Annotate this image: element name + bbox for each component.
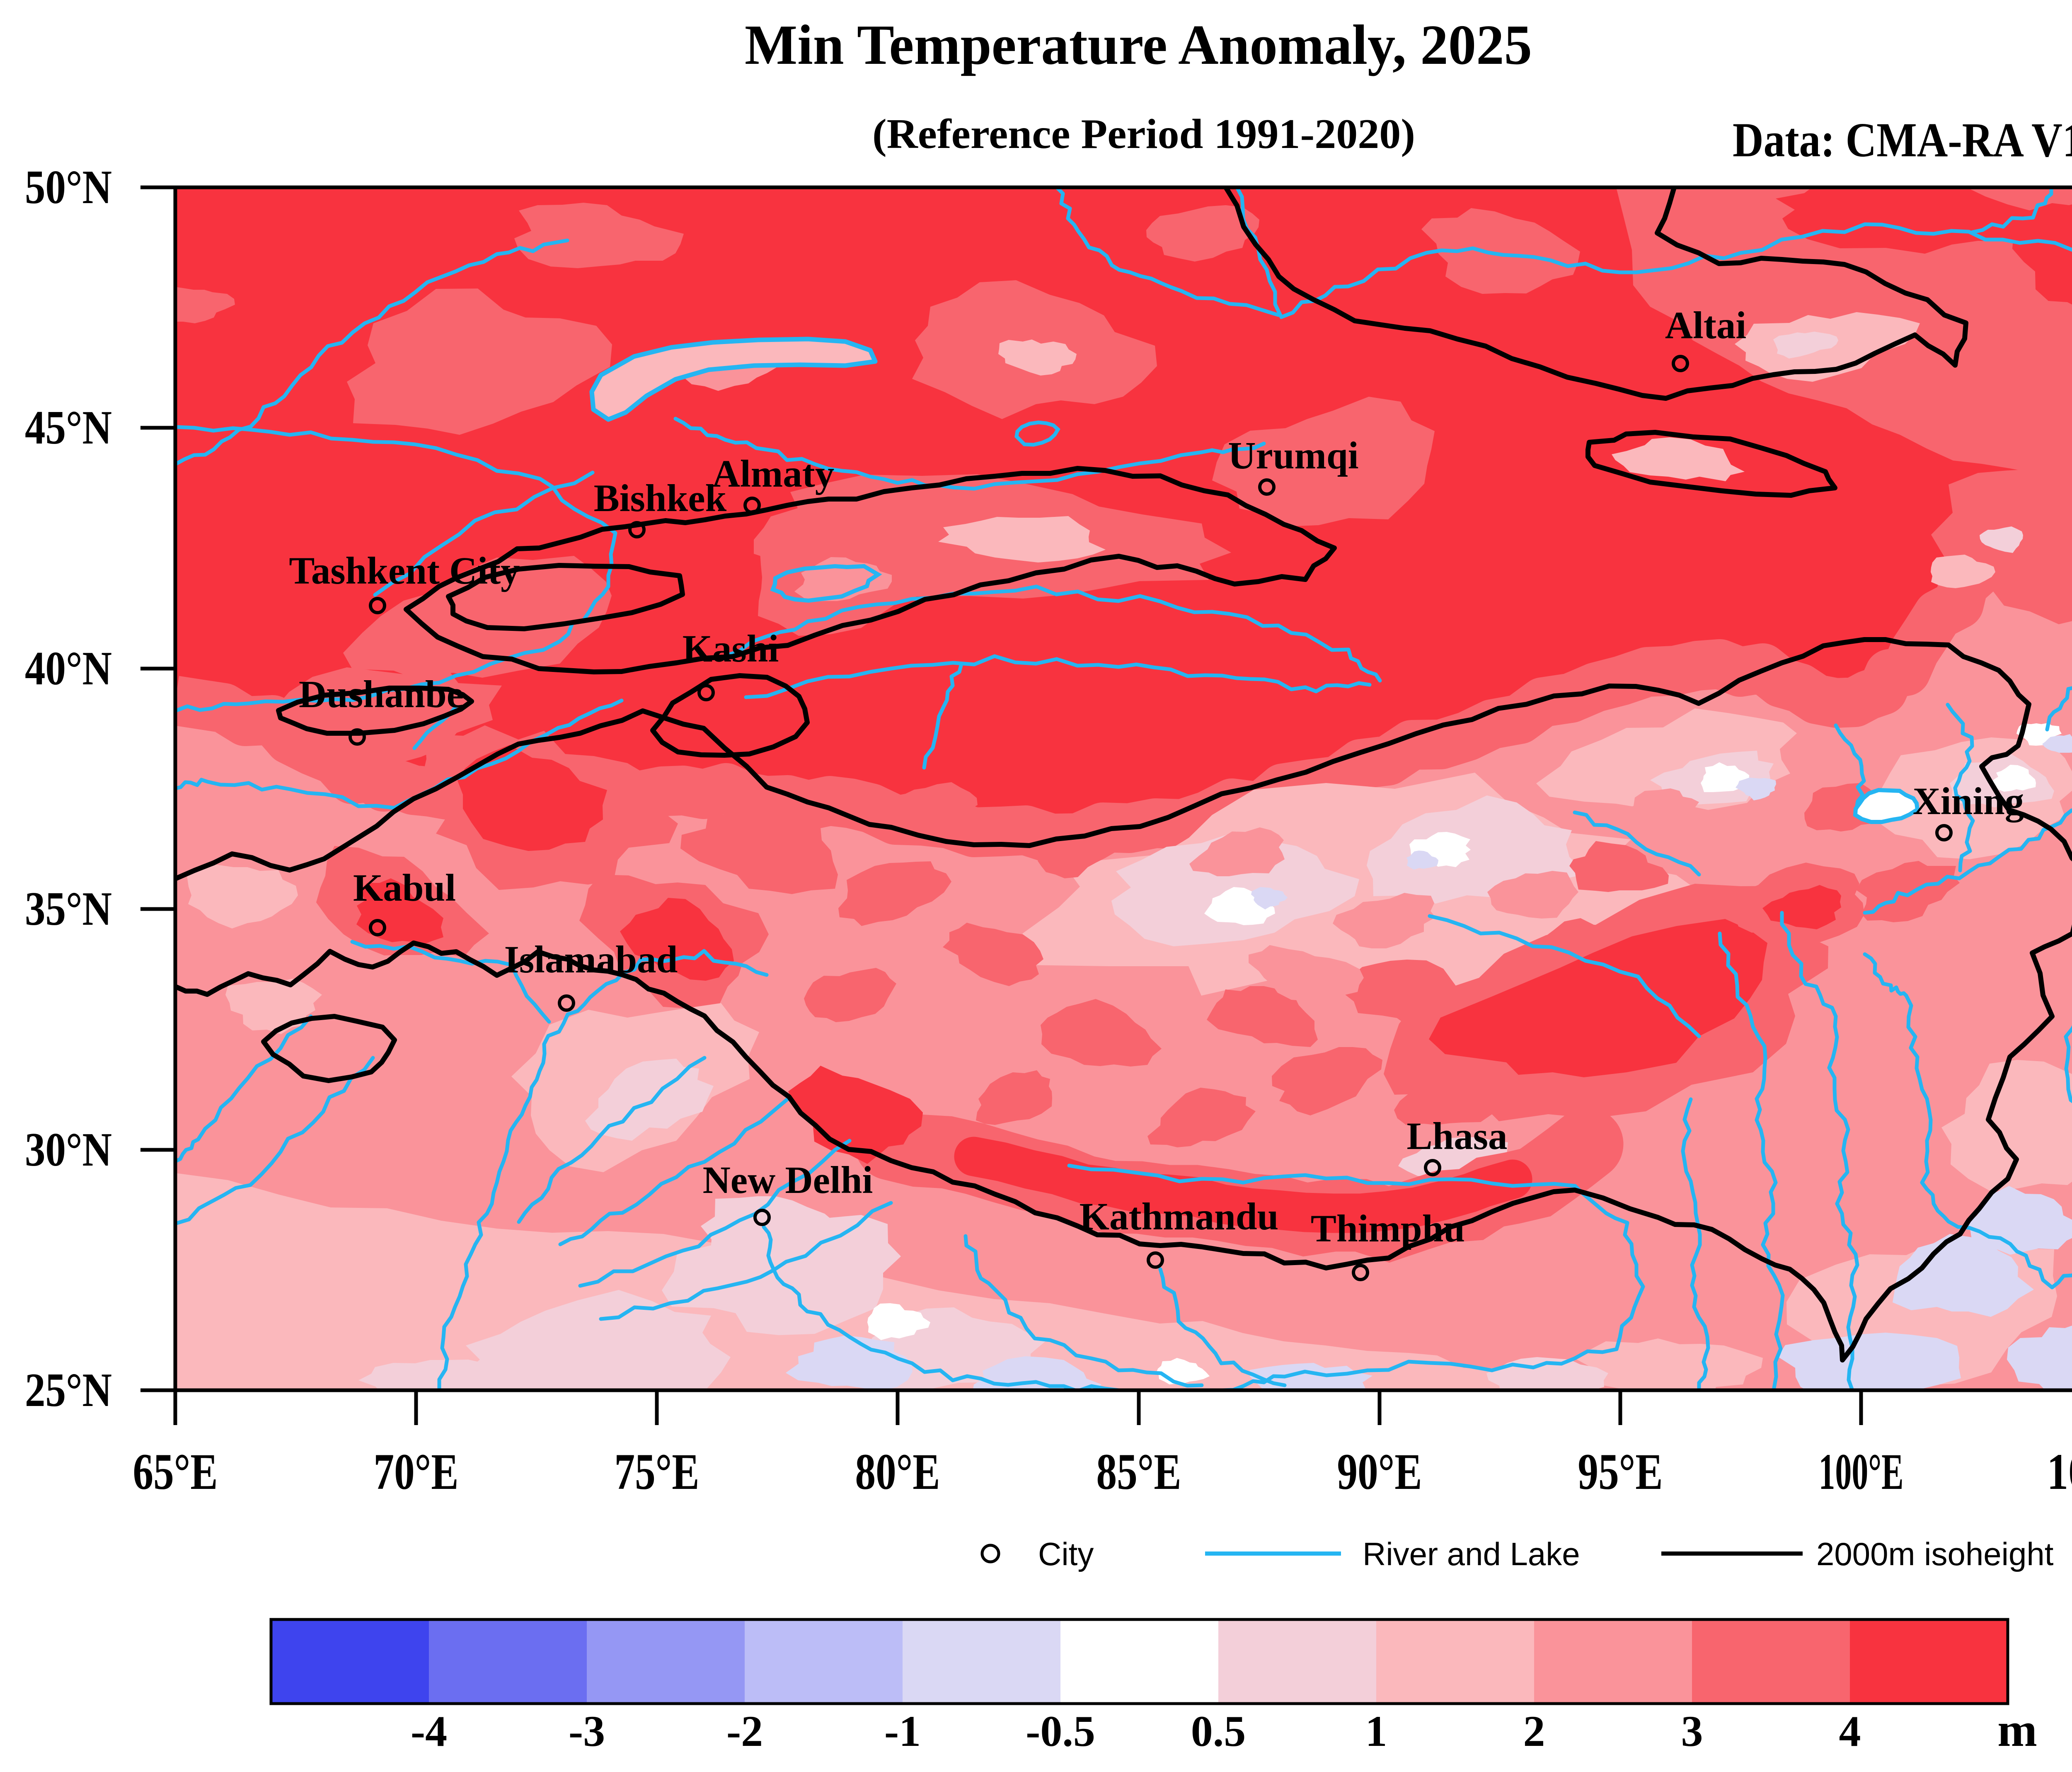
svg-text:0.5: 0.5 [1191,1707,1246,1755]
svg-text:4: 4 [1839,1707,1861,1755]
svg-text:Lhasa: Lhasa [1407,1115,1508,1158]
svg-text:Min Temperature Anomaly, 2025: Min Temperature Anomaly, 2025 [745,13,1532,76]
svg-text:-1: -1 [884,1707,921,1755]
svg-text:2000m isoheight: 2000m isoheight [1816,1536,2054,1572]
svg-text:90°E: 90°E [1337,1443,1422,1500]
svg-text:Almaty: Almaty [712,453,834,495]
svg-text:45°N: 45°N [25,401,112,454]
svg-text:80°E: 80°E [855,1443,940,1500]
svg-text:75°E: 75°E [615,1443,700,1500]
svg-text:Tashkent City: Tashkent City [289,550,520,592]
svg-text:Dushanbe: Dushanbe [299,673,464,716]
svg-text:85°E: 85°E [1097,1443,1181,1500]
svg-text:100°E: 100°E [1819,1443,1904,1500]
svg-text:City: City [1038,1536,1094,1572]
svg-text:-4: -4 [411,1707,447,1755]
svg-text:Bishkek: Bishkek [594,477,727,520]
svg-text:Xining: Xining [1913,780,2024,823]
svg-text:-3: -3 [569,1707,605,1755]
svg-text:(Reference Period 1991-2020): (Reference Period 1991-2020) [872,111,1415,158]
svg-text:25°N: 25°N [25,1364,112,1416]
svg-text:Kashi: Kashi [683,628,779,670]
svg-text:Kathmandu: Kathmandu [1080,1195,1279,1238]
svg-text:3: 3 [1681,1707,1703,1755]
svg-text:30°N: 30°N [25,1123,112,1176]
svg-text:New Delhi: New Delhi [703,1159,873,1202]
svg-text:105°E: 105°E [2047,1443,2072,1500]
svg-text:1: 1 [1365,1707,1387,1755]
svg-text:Data: CMA-RA V1.5: Data: CMA-RA V1.5 [1733,113,2072,167]
svg-text:65°E: 65°E [133,1443,218,1500]
svg-text:Thimphu: Thimphu [1311,1207,1465,1250]
svg-text:2: 2 [1523,1707,1545,1755]
svg-text:50°N: 50°N [25,161,112,213]
svg-text:River and Lake: River and Lake [1363,1536,1580,1572]
svg-text:35°N: 35°N [25,882,112,935]
svg-text:-2: -2 [726,1707,763,1755]
svg-text:Altai: Altai [1665,304,1746,347]
svg-text:Urumqi: Urumqi [1228,434,1358,477]
svg-text:40°N: 40°N [25,642,112,695]
svg-text:Islamabad: Islamabad [504,938,678,981]
svg-text:-0.5: -0.5 [1026,1707,1095,1755]
svg-text:Kabul: Kabul [353,867,456,909]
svg-text:m: m [1997,1704,2037,1756]
svg-text:95°E: 95°E [1578,1443,1663,1500]
svg-text:70°E: 70°E [374,1443,459,1500]
